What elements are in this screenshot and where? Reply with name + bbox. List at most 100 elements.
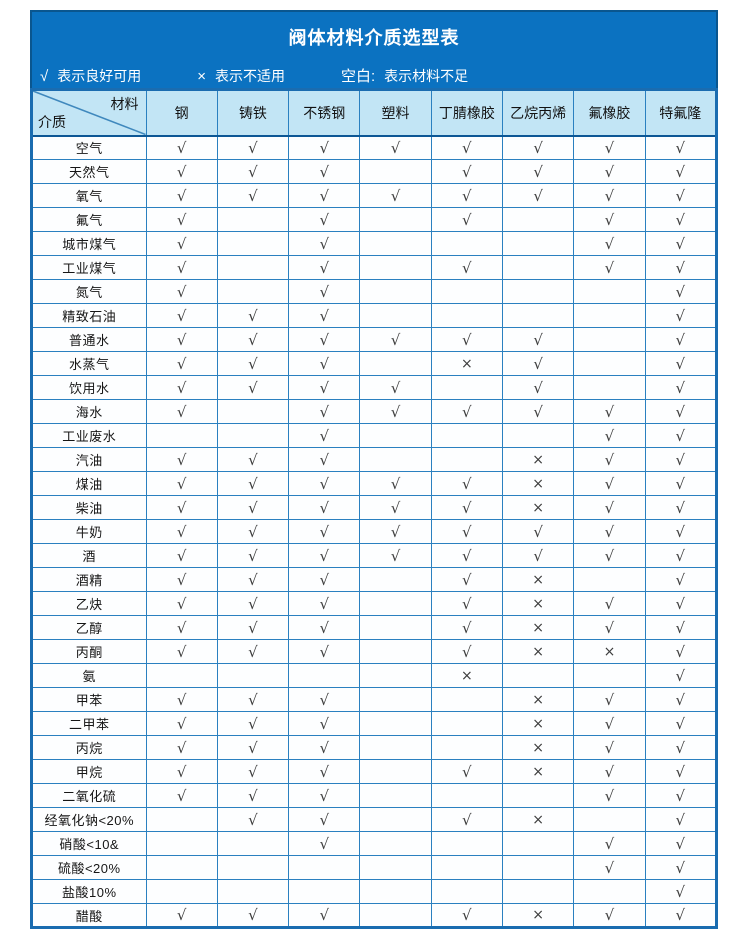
check-mark: √ bbox=[288, 279, 361, 304]
empty-cell bbox=[359, 255, 432, 280]
empty-cell bbox=[359, 423, 432, 448]
corner-cell: 材料 介质 bbox=[31, 89, 147, 137]
empty-cell bbox=[573, 567, 646, 592]
medium-label: 饮用水 bbox=[31, 375, 147, 400]
column-header-6: 乙烷丙烯 bbox=[501, 89, 575, 137]
table-row: 城市煤气 √ √ √ √ bbox=[31, 231, 718, 256]
check-mark: √ bbox=[644, 183, 718, 208]
check-mark: √ bbox=[573, 159, 646, 184]
empty-cell bbox=[216, 879, 290, 904]
empty-cell bbox=[501, 279, 575, 304]
check-mark: √ bbox=[644, 543, 718, 568]
empty-cell bbox=[288, 855, 361, 880]
empty-cell bbox=[573, 279, 646, 304]
empty-cell bbox=[501, 783, 575, 808]
medium-label: 经氧化钠<20% bbox=[31, 807, 147, 832]
column-header-3: 不锈钢 bbox=[288, 89, 361, 137]
table-row: 酒精 √ √ √ √ × √ bbox=[31, 567, 718, 592]
check-mark: √ bbox=[145, 639, 218, 664]
cross-mark: × bbox=[501, 735, 575, 760]
check-mark: √ bbox=[216, 519, 290, 544]
check-mark: √ bbox=[573, 759, 646, 784]
check-mark: √ bbox=[501, 327, 575, 352]
empty-cell bbox=[359, 879, 432, 904]
empty-cell bbox=[216, 231, 290, 256]
empty-cell bbox=[359, 279, 432, 304]
table-row: 甲烷 √ √ √ √ × √ √ bbox=[31, 759, 718, 784]
empty-cell bbox=[145, 855, 218, 880]
check-mark: √ bbox=[145, 687, 218, 712]
check-mark: √ bbox=[359, 375, 432, 400]
empty-cell bbox=[216, 255, 290, 280]
empty-cell bbox=[501, 879, 575, 904]
empty-cell bbox=[216, 855, 290, 880]
check-mark: √ bbox=[573, 423, 646, 448]
check-mark: √ bbox=[145, 303, 218, 328]
check-mark: √ bbox=[145, 735, 218, 760]
check-mark: √ bbox=[644, 783, 718, 808]
check-mark: √ bbox=[501, 135, 575, 160]
check-mark: √ bbox=[573, 615, 646, 640]
table-row: 氮气 √ √ √ bbox=[31, 279, 718, 304]
check-mark: √ bbox=[359, 495, 432, 520]
table-row: 精致石油 √ √ √ √ bbox=[31, 303, 718, 328]
cross-mark: × bbox=[501, 903, 575, 928]
empty-cell bbox=[430, 783, 503, 808]
check-mark: √ bbox=[573, 831, 646, 856]
empty-cell bbox=[359, 615, 432, 640]
table-row: 氨 × √ bbox=[31, 663, 718, 688]
medium-label: 乙醇 bbox=[31, 615, 147, 640]
medium-label: 二甲苯 bbox=[31, 711, 147, 736]
check-mark: √ bbox=[644, 255, 718, 280]
check-mark: √ bbox=[430, 183, 503, 208]
check-mark: √ bbox=[145, 519, 218, 544]
table-row: 甲苯 √ √ √ × √ √ bbox=[31, 687, 718, 712]
medium-label: 丙烷 bbox=[31, 735, 147, 760]
check-mark: √ bbox=[430, 807, 503, 832]
check-mark: √ bbox=[573, 687, 646, 712]
table-row: 硫酸<20% √ √ bbox=[31, 855, 718, 880]
check-mark: √ bbox=[288, 807, 361, 832]
empty-cell bbox=[359, 591, 432, 616]
empty-cell bbox=[501, 663, 575, 688]
empty-cell bbox=[359, 159, 432, 184]
check-mark: √ bbox=[644, 399, 718, 424]
empty-cell bbox=[430, 687, 503, 712]
table-row: 硝酸<10& √ √ √ bbox=[31, 831, 718, 856]
check-mark: √ bbox=[216, 327, 290, 352]
check-mark: √ bbox=[359, 327, 432, 352]
table-row: 乙醇 √ √ √ √ × √ √ bbox=[31, 615, 718, 640]
check-mark: √ bbox=[145, 399, 218, 424]
empty-cell bbox=[430, 831, 503, 856]
check-mark: √ bbox=[430, 495, 503, 520]
medium-label: 海水 bbox=[31, 399, 147, 424]
empty-cell bbox=[359, 831, 432, 856]
column-header-1: 钢 bbox=[145, 89, 218, 137]
check-mark: √ bbox=[216, 447, 290, 472]
check-mark: √ bbox=[359, 543, 432, 568]
cross-mark: × bbox=[430, 663, 503, 688]
check-mark: √ bbox=[644, 351, 718, 376]
legend-unsuitable-label: 表示不适用 bbox=[215, 67, 285, 84]
check-mark: √ bbox=[216, 303, 290, 328]
check-mark: √ bbox=[216, 687, 290, 712]
empty-cell bbox=[359, 447, 432, 472]
empty-cell bbox=[501, 831, 575, 856]
check-mark: √ bbox=[430, 759, 503, 784]
empty-cell bbox=[573, 303, 646, 328]
medium-label: 工业废水 bbox=[31, 423, 147, 448]
table-row: 乙炔 √ √ √ √ × √ √ bbox=[31, 591, 718, 616]
empty-cell bbox=[359, 687, 432, 712]
empty-cell bbox=[501, 855, 575, 880]
column-header-2: 铸铁 bbox=[216, 89, 290, 137]
check-mark: √ bbox=[145, 375, 218, 400]
medium-label: 甲苯 bbox=[31, 687, 147, 712]
header-row: 材料 介质 钢铸铁 不锈钢 塑料 丁腈橡胶 乙烷丙烯 氟橡胶 特氟隆 bbox=[31, 89, 718, 137]
medium-label: 丙酮 bbox=[31, 639, 147, 664]
check-mark: √ bbox=[288, 207, 361, 232]
check-mark: √ bbox=[216, 807, 290, 832]
empty-cell bbox=[359, 759, 432, 784]
check-mark: √ bbox=[288, 399, 361, 424]
check-mark: √ bbox=[644, 591, 718, 616]
check-mark: √ bbox=[216, 615, 290, 640]
